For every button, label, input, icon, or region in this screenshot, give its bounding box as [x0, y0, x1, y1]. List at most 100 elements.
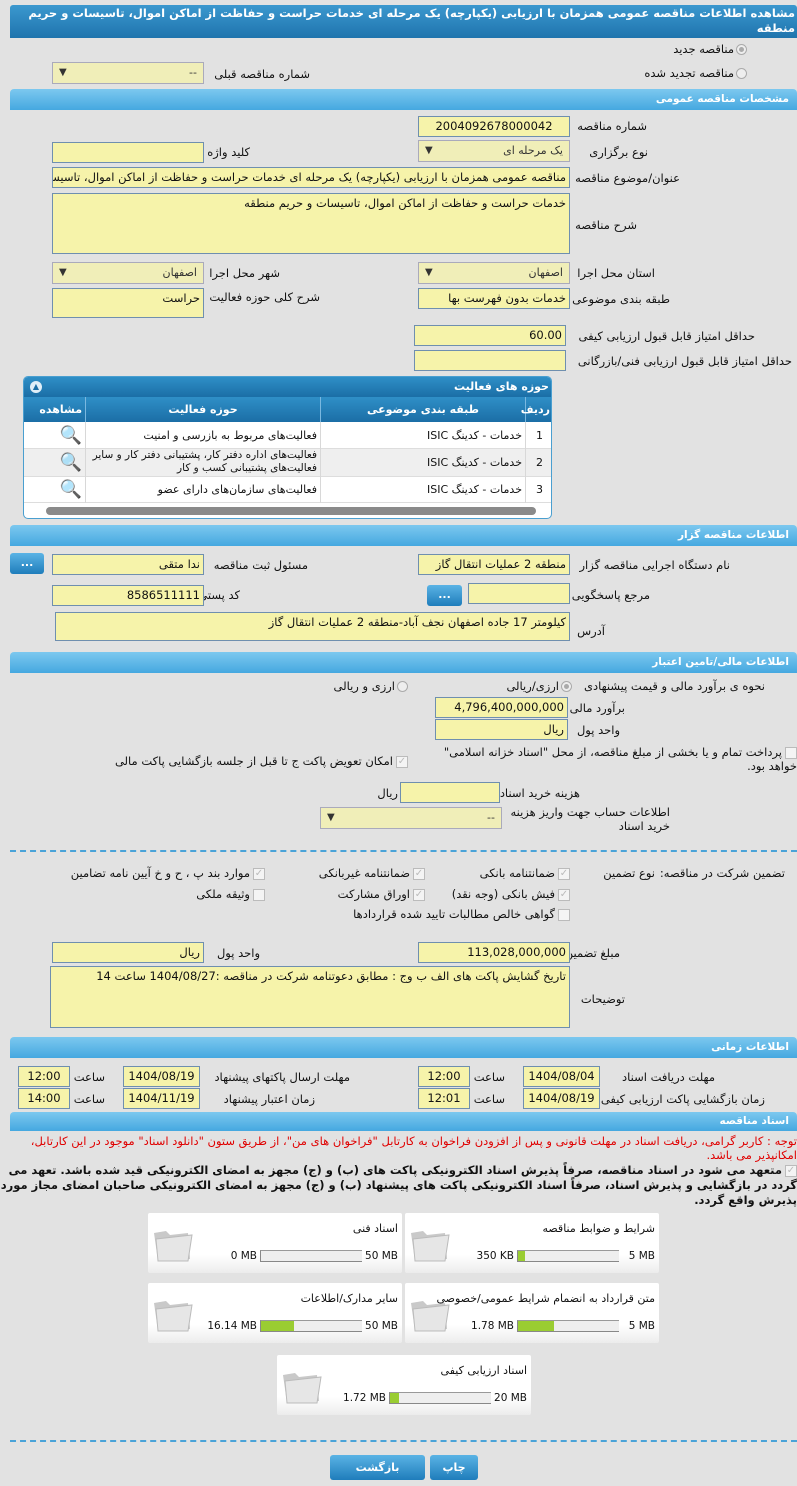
submit-deadline-date[interactable]: 1404/08/19	[123, 1066, 200, 1087]
document-max: 5 MB	[628, 1320, 655, 1332]
org-field[interactable]: منطقه 2 عملیات انتقال گاز	[418, 554, 570, 575]
checkbox-icon[interactable]: ✓	[253, 867, 265, 880]
opening-label: زمان بازگشایی پاکت ارزیابی کیفی	[600, 1092, 765, 1106]
radio-currency-rial[interactable]: ارزی و ریالی	[333, 679, 408, 693]
magnifier-icon[interactable]: 🔍	[59, 479, 82, 500]
province-select[interactable]: اصفهان ▼	[418, 262, 570, 284]
document-name: اسناد ارزیابی کیفی	[440, 1364, 527, 1377]
horizontal-scrollbar[interactable]	[46, 507, 536, 515]
guarantee-bonds[interactable]: ✓اوراق مشارکت	[338, 887, 425, 901]
notes-textarea[interactable]: تاریخ گشایش پاکت های الف ب وج : مطابق دع…	[50, 966, 570, 1028]
document-usage-bar	[517, 1250, 619, 1262]
print-button[interactable]: چاپ	[430, 1455, 478, 1480]
city-select[interactable]: اصفهان ▼	[52, 262, 204, 284]
submit-deadline-time[interactable]: 12:00	[18, 1066, 70, 1087]
min-quality-field[interactable]: 60.00	[414, 325, 566, 346]
radio-renewed-tender[interactable]: مناقصه تجدید شده	[644, 66, 747, 80]
table-title: حوزه های فعالیت	[454, 380, 549, 393]
checkbox-icon[interactable]: ✓	[558, 867, 570, 880]
document-card[interactable]: متن قرارداد به انضمام شرایط عمومی/خصوصی 5…	[405, 1283, 659, 1343]
checkbox-icon[interactable]	[253, 888, 265, 901]
min-tech-field[interactable]	[414, 350, 566, 371]
treasury-checkbox[interactable]: پرداخت تمام و یا بخشی از مبلغ مناقصه، از…	[432, 745, 797, 773]
document-usage-bar	[517, 1320, 619, 1332]
document-card[interactable]: سایر مدارک/اطلاعات 50 MB 16.14 MB	[148, 1283, 402, 1343]
category-field[interactable]: خدمات بدون فهرست بها	[418, 288, 570, 309]
type-select[interactable]: یک مرحله ای ▼	[418, 140, 570, 162]
document-max: 5 MB	[628, 1250, 655, 1262]
table-row: 2 خدمات - کدینگ ISIC فعالیت‌های اداره دف…	[24, 449, 551, 477]
row-category: خدمات - کدینگ ISIC	[320, 422, 525, 449]
select-value: اصفهان	[528, 266, 563, 279]
doc-deadline-time[interactable]: 12:00	[418, 1066, 470, 1087]
prev-tender-label: شماره مناقصه قبلی	[214, 67, 310, 81]
radio-label: مناقصه تجدید شده	[644, 66, 734, 80]
registrar-more-button[interactable]: ...	[10, 553, 44, 574]
guarantee-bank[interactable]: ✓ضمانتنامه بانکی	[480, 866, 570, 880]
col-area: حوزه فعالیت	[85, 397, 320, 422]
checkbox-icon[interactable]: ✓	[413, 888, 425, 901]
validity-time[interactable]: 14:00	[18, 1088, 70, 1109]
notes-label: توضیحات	[580, 992, 625, 1006]
opening-date[interactable]: 1404/08/19	[523, 1088, 600, 1109]
method-label: نحوه ی برآورد مالی و قیمت پیشنهادی	[583, 679, 765, 693]
ref-field[interactable]	[468, 583, 570, 604]
ref-label: مرجع پاسخگویی	[571, 588, 650, 602]
guarantee-amount-field[interactable]: 113,028,000,000	[418, 942, 570, 963]
address-field[interactable]: کیلومتر 17 جاده اصفهان نجف آباد-منطقه 2 …	[55, 612, 570, 641]
radio-icon[interactable]	[736, 68, 747, 79]
validity-date[interactable]: 1404/11/19	[123, 1088, 200, 1109]
commitment-checkbox[interactable]: ✓متعهد می شود در اسناد مناقصه، صرفاً پذی…	[0, 1163, 797, 1208]
doc-deadline-date[interactable]: 1404/08/04	[523, 1066, 600, 1087]
document-card[interactable]: اسناد ارزیابی کیفی 20 MB 1.72 MB	[277, 1355, 531, 1415]
hour-label: ساعت	[473, 1070, 505, 1084]
subject-field[interactable]: مناقصه عمومی همزمان با ارزیابی (یکپارچه)…	[52, 167, 570, 188]
document-card[interactable]: اسناد فنی 50 MB 0 MB	[148, 1213, 402, 1273]
prev-tender-select[interactable]: -- ▼	[52, 62, 204, 84]
table-header-row: ردیف طبقه بندی موضوعی حوزه فعالیت مشاهده	[24, 397, 551, 422]
radio-rial[interactable]: ارزی/ریالی	[506, 679, 572, 693]
back-button[interactable]: بازگشت	[330, 1455, 425, 1480]
postal-field[interactable]: 8586511111	[52, 585, 204, 606]
checkbox-icon[interactable]	[785, 746, 797, 759]
tender-number-field[interactable]: 2004092678000042	[418, 116, 570, 137]
subject-label: عنوان/موضوع مناقصه	[575, 171, 680, 185]
magnifier-icon[interactable]: 🔍	[59, 452, 82, 473]
radio-icon[interactable]	[397, 681, 408, 692]
section-documents: اسناد مناقصه	[10, 1112, 797, 1131]
currency-field[interactable]: ریال	[435, 719, 568, 740]
guarantee-receivables[interactable]: گواهی خالص مطالبات تایید شده قراردادها	[353, 907, 570, 921]
guarantee-property[interactable]: وثیقه ملکی	[196, 887, 265, 901]
guarantee-cash[interactable]: ✓فیش بانکی (وجه نقد)	[452, 887, 570, 901]
checkbox-icon[interactable]: ✓	[413, 867, 425, 880]
checkbox-icon[interactable]: ✓	[396, 755, 408, 768]
guarantee-nonbank[interactable]: ✓ضمانتنامه غیربانکی	[319, 866, 425, 880]
radio-new-tender[interactable]: مناقصه جدید	[673, 42, 747, 56]
document-card[interactable]: شرایط و ضوابط مناقصه 5 MB 350 KB	[405, 1213, 659, 1273]
document-usage-bar	[260, 1320, 362, 1332]
magnifier-icon[interactable]: 🔍	[59, 425, 82, 446]
description-textarea[interactable]: خدمات حراست و حفاظت از اماکن اموال، تاسی…	[52, 193, 570, 254]
swap-checkbox[interactable]: ✓امکان تعویض پاکت ج تا قبل از جلسه بازگش…	[115, 754, 408, 768]
opening-time[interactable]: 12:01	[418, 1088, 470, 1109]
checkbox-icon[interactable]: ✓	[785, 1164, 797, 1177]
collapse-icon[interactable]: ▲	[30, 381, 42, 393]
radio-icon[interactable]	[561, 681, 572, 692]
checkbox-label: پرداخت تمام و یا بخشی از مبلغ مناقصه، از…	[443, 745, 797, 773]
estimate-field[interactable]: 4,796,400,000,000	[435, 697, 568, 718]
account-select[interactable]: -- ▼	[320, 807, 502, 829]
radio-icon[interactable]	[736, 44, 747, 55]
keyword-field[interactable]	[52, 142, 204, 163]
registrar-field[interactable]: ندا متقی	[52, 554, 204, 575]
checkbox-icon[interactable]	[558, 908, 570, 921]
guarantee-regulation[interactable]: ✓موارد بند پ ، ح و خ آیین نامه تضامین	[71, 866, 265, 880]
chevron-down-icon: ▼	[59, 267, 67, 278]
guarantee-currency-field[interactable]: ریال	[52, 942, 204, 963]
select-value: یک مرحله ای	[503, 144, 563, 157]
doc-cost-field[interactable]	[400, 782, 500, 803]
ref-more-button[interactable]: ...	[427, 585, 462, 606]
estimate-label: برآورد مالی	[569, 701, 625, 715]
scope-field[interactable]: حراست	[52, 288, 204, 318]
checkbox-icon[interactable]: ✓	[558, 888, 570, 901]
checkbox-label: گواهی خالص مطالبات تایید شده قراردادها	[353, 907, 555, 921]
